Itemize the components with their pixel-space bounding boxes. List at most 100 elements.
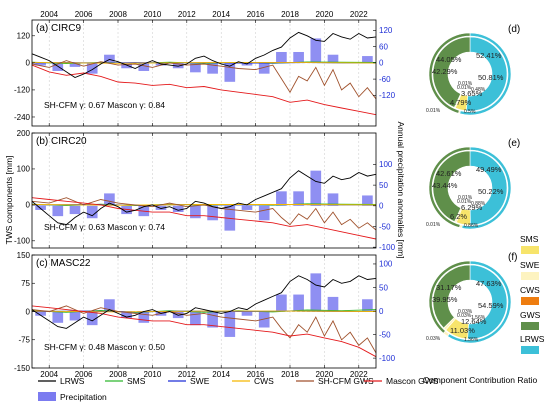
legend-label-precipitation: Precipitation xyxy=(60,392,107,402)
pie-label-small: 0.01% xyxy=(426,108,441,114)
x-tick-label-top: 2020 xyxy=(316,10,334,19)
pie-legend-swatch-cws xyxy=(521,297,539,305)
pie-label: 11.03% xyxy=(450,326,475,335)
outer-slice-gws xyxy=(428,146,471,228)
y2-tick-label: 120 xyxy=(379,26,393,35)
correlation-text: SH-CFM γ: 0.67 Mascon γ: 0.84 xyxy=(44,100,165,110)
x-tick-label-top: 2018 xyxy=(281,10,299,19)
x-tick-label: 2004 xyxy=(40,370,58,379)
y2-tick-label: 50 xyxy=(379,181,388,190)
x-tick-label: 2020 xyxy=(316,370,334,379)
pie-label: 12.64% xyxy=(461,317,487,326)
precip-bar xyxy=(207,311,218,328)
series-mascon-gws xyxy=(31,197,377,240)
precip-bar xyxy=(138,311,150,323)
precip-bar xyxy=(310,273,322,312)
x-tick-label: 2016 xyxy=(247,370,265,379)
y2-tick-label: -120 xyxy=(379,91,396,100)
pie-axis-label: Component Contribution Ratio xyxy=(423,375,538,385)
line-panels: -240 -120 0 120 -120 -60 0 60 120 2004 2006 2008 201… xyxy=(14,10,396,379)
pie-label-small: 0.48% xyxy=(471,87,486,93)
pie-legend-label: CWS xyxy=(520,285,540,295)
pie-label: 39.95% xyxy=(432,295,458,304)
precip-bar xyxy=(104,193,115,206)
pie-label: 50.81% xyxy=(478,73,504,82)
y-tick-label: -150 xyxy=(14,364,31,373)
pie-label: 52.41% xyxy=(476,51,502,60)
series-lrws xyxy=(31,275,377,329)
pie-label: 49.49% xyxy=(476,165,502,174)
precip-bar xyxy=(172,205,184,213)
y-tick-label: 0 xyxy=(26,201,31,210)
main-legend: LRWS SMS SWE CWS SH-CFM GWS Mascon GWS Precipi… xyxy=(38,376,439,402)
correlation-text: SH-CFM γ: 0.48 Mascon γ: 0.50 xyxy=(44,342,165,352)
precip-bar xyxy=(104,54,115,63)
y2-tick-label: 100 xyxy=(379,260,393,269)
pie-legend-swatch-gws xyxy=(521,322,539,330)
y2-tick-label: -60 xyxy=(379,75,391,84)
series-sh-cfm-gws xyxy=(31,197,377,231)
precip-bar xyxy=(241,311,253,316)
pie-label: 54.59% xyxy=(478,301,504,310)
inner-slice-lrws xyxy=(467,264,508,340)
precip-bar xyxy=(52,205,64,217)
pie-label-small: 0.03% xyxy=(426,336,441,342)
x-tick-label: 2014 xyxy=(212,370,230,379)
panel-masc22: -150 -75 0 75 150 -100 -50 0 50 100 2004 2006 2008 20… xyxy=(14,251,396,379)
correlation-text: SH-CFM γ: 0.63 Mascon γ: 0.74 xyxy=(44,222,165,232)
pie-label: 44.05% xyxy=(436,55,462,64)
y-tick-label: 120 xyxy=(17,32,31,41)
x-tick-label-top: 2006 xyxy=(75,10,93,19)
y2-tick-label: -100 xyxy=(379,354,396,363)
panel-title: (c) MASC22 xyxy=(36,258,91,269)
legend-label: CWS xyxy=(254,376,274,386)
precip-bar xyxy=(52,311,64,323)
pie-label: 6.29% xyxy=(461,203,483,212)
precip-bar xyxy=(172,311,184,319)
y-tick-label: 100 xyxy=(17,165,31,174)
precip-bar xyxy=(35,205,46,210)
panel-title: (b) CIRC20 xyxy=(36,136,87,147)
inner-slice-lrws xyxy=(469,150,508,226)
y2-tick-label: 0 xyxy=(379,202,384,211)
series-cws xyxy=(31,61,377,64)
legend-label: SH-CFM GWS xyxy=(318,376,374,386)
pie-label-small: 0.01% xyxy=(458,81,473,87)
y2-tick-label: -50 xyxy=(379,330,391,339)
pie-legend-label: SWE xyxy=(520,260,540,270)
precip-bar xyxy=(327,54,339,63)
precip-bar xyxy=(35,311,46,316)
y-tick-label: 200 xyxy=(17,129,31,138)
inner-slice-gws xyxy=(432,264,471,329)
pie-panels: (d)52.41%50.81%44.05%42.29%0.01%0.48%3.6… xyxy=(426,24,520,344)
pie-label-small: 1.56% xyxy=(471,315,486,321)
y-tick-label: -100 xyxy=(14,237,31,246)
pie-legend-label: SMS xyxy=(520,234,539,244)
precip-bar xyxy=(69,205,81,215)
pie-label: 43.44% xyxy=(432,181,458,190)
precip-bar xyxy=(52,62,64,71)
precip-bar xyxy=(172,62,184,69)
x-tick-label: 2006 xyxy=(75,370,93,379)
right-axis-label: Annual precipitation anomalies [mm] xyxy=(396,121,406,258)
y-tick-label: 0 xyxy=(26,307,31,316)
panel-circ9: -240 -120 0 120 -120 -60 0 60 120 2004 2006 2008 201… xyxy=(14,10,396,127)
precip-bar xyxy=(276,294,287,312)
precip-bar xyxy=(35,62,46,66)
legend-swatch-precipitation xyxy=(38,392,56,401)
precip-bar xyxy=(293,294,304,312)
precip-bar xyxy=(327,296,339,312)
y2-tick-label: 50 xyxy=(379,283,388,292)
series-sh-cfm-gws xyxy=(31,60,377,100)
x-tick-label-top: 2012 xyxy=(178,10,196,19)
inner-slice-gws xyxy=(432,36,471,108)
series-lrws xyxy=(31,31,377,79)
x-tick-label-top: 2014 xyxy=(212,10,230,19)
x-tick-label-top: 2022 xyxy=(350,10,368,19)
precip-bar xyxy=(362,195,373,206)
precip-bar xyxy=(224,62,236,82)
precip-bar xyxy=(104,299,115,312)
precip-bar xyxy=(258,62,270,74)
pie-legend-swatch-lrws xyxy=(521,346,539,354)
precip-bar xyxy=(362,56,373,63)
